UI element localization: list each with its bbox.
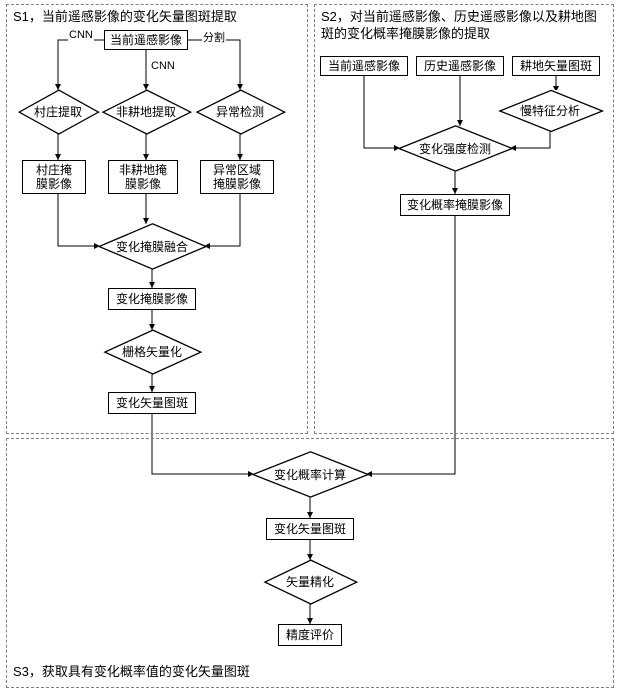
node-label: 变化掩膜影像	[116, 292, 188, 306]
node-n_village_mask: 村庄掩 膜影像	[22, 160, 86, 194]
node-label: 非耕地掩 膜影像	[119, 163, 167, 192]
node-label: 历史遥感影像	[424, 59, 496, 73]
node-n_hist_rs: 历史遥感影像	[416, 56, 504, 76]
node-n_anomaly: 异常检测	[198, 90, 282, 132]
panel-title-s3: S3，获取具有变化概率值的变化矢量图斑	[13, 664, 607, 681]
node-label: 变化掩膜融合	[116, 238, 188, 255]
node-n_rasterize: 栅格矢量化	[106, 330, 198, 372]
node-n_nonfarm_ext: 非耕地提取	[104, 90, 188, 132]
node-n_slow_feat: 慢特征分析	[500, 90, 600, 130]
node-n_change_vec2: 变化矢量图斑	[266, 518, 354, 540]
node-label: 栅格矢量化	[122, 343, 182, 360]
node-n_accuracy: 精度评价	[278, 624, 342, 646]
node-label: 当前遥感影像	[328, 59, 400, 73]
node-label: 变化概率掩膜影像	[407, 198, 503, 212]
node-label: 精度评价	[286, 628, 334, 642]
node-n_prob_mask: 变化概率掩膜影像	[400, 194, 510, 216]
node-label: 慢特征分析	[520, 102, 580, 119]
node-n_mask_img: 变化掩膜影像	[108, 288, 196, 310]
node-label: 变化矢量图斑	[116, 396, 188, 410]
node-n_nonfarm_mask: 非耕地掩 膜影像	[108, 160, 178, 194]
node-n_prob_calc: 变化概率计算	[254, 452, 366, 496]
node-n_intensity: 变化强度检测	[400, 126, 510, 170]
node-label: 矢量精化	[286, 573, 334, 590]
node-n_anomaly_mask: 异常区域 掩膜影像	[200, 160, 274, 194]
node-label: 非耕地提取	[116, 103, 176, 120]
node-n_change_vec1: 变化矢量图斑	[108, 392, 196, 414]
edge-label: CNN	[68, 29, 94, 41]
node-n_village_ext: 村庄提取	[20, 90, 96, 132]
diagram-canvas: S1，当前遥感影像的变化矢量图斑提取 S2，对当前遥感影像、历史遥感影像以及耕地图…	[0, 0, 620, 692]
node-n_curr_rs: 当前遥感影像	[104, 30, 188, 50]
node-n_farm_vec: 耕地矢量图斑	[512, 56, 600, 76]
node-label: 耕地矢量图斑	[520, 59, 592, 73]
node-label: 变化强度检测	[419, 140, 491, 157]
panel-title-s2: S2，对当前遥感影像、历史遥感影像以及耕地图斑的变化概率掩膜影像的提取	[321, 9, 607, 43]
node-label: 变化矢量图斑	[274, 522, 346, 536]
node-n_fusion: 变化掩膜融合	[100, 224, 204, 268]
node-label: 异常区域 掩膜影像	[213, 163, 261, 192]
node-label: 村庄提取	[34, 103, 82, 120]
edge-label: CNN	[150, 60, 176, 72]
node-n_curr_rs2: 当前遥感影像	[320, 56, 408, 76]
node-label: 变化概率计算	[274, 466, 346, 483]
panel-title-s1: S1，当前遥感影像的变化矢量图斑提取	[13, 9, 301, 26]
node-label: 当前遥感影像	[110, 33, 182, 47]
node-label: 村庄掩 膜影像	[36, 163, 72, 192]
node-n_refine: 矢量精化	[266, 560, 354, 602]
node-label: 异常检测	[216, 103, 264, 120]
edge-label: 分割	[202, 29, 226, 45]
